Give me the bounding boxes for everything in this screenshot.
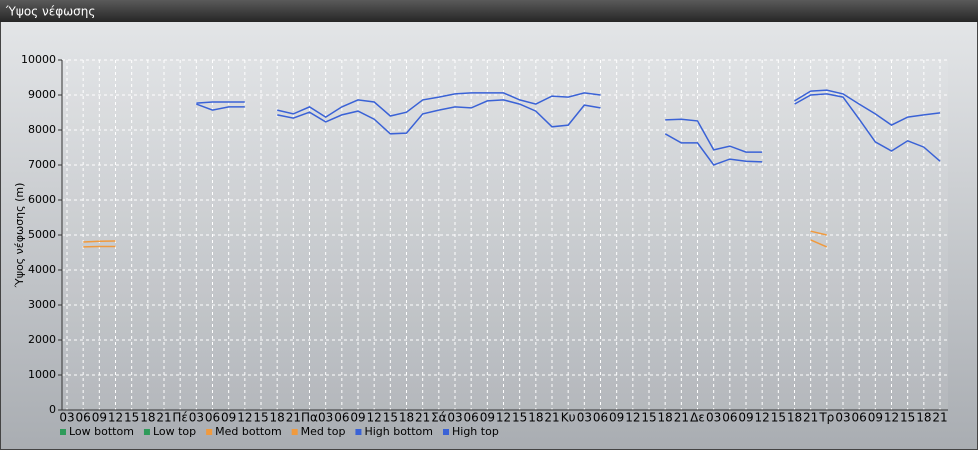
x-tick-label: 18 <box>658 411 673 425</box>
y-tick-label: 2000 <box>28 333 56 346</box>
x-tick-label: 06 <box>852 411 867 425</box>
x-tick-label: 06 <box>593 411 608 425</box>
x-tick-label: 21 <box>674 411 689 425</box>
legend-swatch <box>443 429 449 435</box>
x-tick-label: 12 <box>755 411 770 425</box>
x-tick-label: 15 <box>771 411 786 425</box>
x-tick-label: 15 <box>641 411 656 425</box>
x-tick-label: 21 <box>932 411 947 425</box>
x-tick-label: 18 <box>140 411 155 425</box>
x-tick-label: 21 <box>803 411 818 425</box>
x-tick-label: 18 <box>916 411 931 425</box>
y-tick-label: 4000 <box>28 263 56 276</box>
legend-swatch <box>355 429 362 435</box>
x-tick-label: Πα <box>301 411 318 425</box>
x-tick-label: 21 <box>286 411 301 425</box>
x-tick-label: 09 <box>738 411 753 425</box>
x-tick-label: 03 <box>706 411 721 425</box>
series-line <box>83 239 828 248</box>
title-bar <box>0 0 978 22</box>
window-title: Ύψος νέφωσης <box>5 5 95 19</box>
y-axis-label: Ύψος νέφωσης (m) <box>13 183 26 289</box>
x-tick-label: 03 <box>189 411 204 425</box>
x-tick-label: Σά <box>431 411 447 425</box>
x-tick-label: Κυ <box>561 411 576 425</box>
x-tick-label: Δε <box>690 411 705 425</box>
x-tick-label: 18 <box>787 411 802 425</box>
x-tick-label: 12 <box>367 411 382 425</box>
legend-swatch <box>291 429 298 435</box>
legend-swatch <box>60 429 66 435</box>
x-tick-label: Τρ <box>818 411 834 425</box>
x-tick-label: 15 <box>124 411 139 425</box>
x-tick-label: 21 <box>544 411 559 425</box>
x-tick-label: 03 <box>447 411 462 425</box>
x-tick-label: 09 <box>480 411 495 425</box>
legend-label: High bottom <box>364 425 433 438</box>
y-tick-label: 3000 <box>28 298 56 311</box>
series-line <box>83 230 827 243</box>
x-tick-label: 18 <box>270 411 285 425</box>
y-tick-label: 8000 <box>28 123 56 136</box>
series-line <box>196 89 941 153</box>
y-tick-label: 6000 <box>28 193 56 206</box>
x-tick-label: 18 <box>399 411 414 425</box>
x-tick-label: 12 <box>496 411 511 425</box>
x-tick-label: 21 <box>415 411 430 425</box>
y-tick-label: 9000 <box>28 88 56 101</box>
legend-swatch <box>143 429 150 435</box>
legend-label: Low bottom <box>69 425 134 438</box>
plot-area: 0 1000 2000 3000 4000 5000 6000 7000 8000 9000 100… <box>21 53 948 438</box>
x-tick-label: 12 <box>625 411 640 425</box>
x-tick-label: 18 <box>528 411 543 425</box>
x-tick-label: 15 <box>383 411 398 425</box>
y-tick-label: 0 <box>49 403 56 416</box>
x-tick-label: 15 <box>900 411 915 425</box>
x-tick-label: 12 <box>237 411 252 425</box>
legend-swatch <box>206 429 213 435</box>
x-tick-label: 03 <box>59 411 74 425</box>
x-tick-label: 03 <box>835 411 850 425</box>
x-tick-label: 21 <box>156 411 171 425</box>
x-tick-label: Πέ <box>172 411 188 425</box>
y-tick-label: 5000 <box>28 228 56 241</box>
legend-label: Low top <box>153 425 196 438</box>
x-tick-label: 03 <box>318 411 333 425</box>
y-tick-label: 10000 <box>21 53 56 66</box>
x-tick-label: 09 <box>92 411 107 425</box>
y-tick-label: 7000 <box>28 158 56 171</box>
legend-label: Med top <box>301 425 346 438</box>
x-tick-label: 09 <box>221 411 236 425</box>
x-tick-label: 15 <box>512 411 527 425</box>
x-tick-label: 03 <box>577 411 592 425</box>
y-tick-label: 1000 <box>28 368 56 381</box>
x-tick-label: 09 <box>868 411 883 425</box>
x-tick-label: 06 <box>464 411 479 425</box>
x-tick-label: 06 <box>722 411 737 425</box>
x-tick-label: 06 <box>334 411 349 425</box>
x-tick-label: 12 <box>884 411 899 425</box>
series-line <box>196 93 941 166</box>
x-tick-label: 06 <box>205 411 220 425</box>
x-tick-label: 09 <box>609 411 624 425</box>
x-tick-label: 15 <box>253 411 268 425</box>
legend-label: Med bottom <box>215 425 282 438</box>
x-tick-label: 09 <box>350 411 365 425</box>
x-tick-label: 12 <box>108 411 123 425</box>
x-tick-label: 06 <box>76 411 91 425</box>
legend-label: High top <box>452 425 499 438</box>
